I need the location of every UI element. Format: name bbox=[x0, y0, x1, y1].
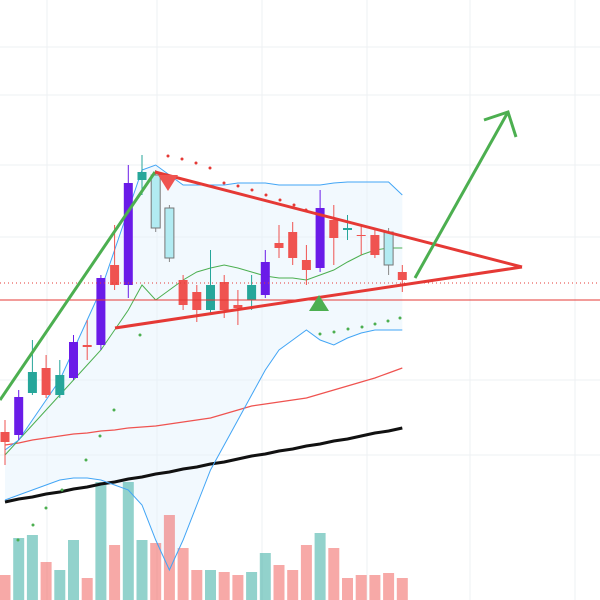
volume-bar bbox=[205, 570, 216, 600]
volume-bar bbox=[122, 482, 134, 600]
volume-bar bbox=[342, 578, 353, 600]
volume-bar bbox=[54, 570, 66, 600]
candle-body bbox=[329, 220, 339, 238]
indicator-line bbox=[4, 247, 403, 456]
candle-body bbox=[233, 305, 243, 308]
candle-body bbox=[27, 372, 37, 393]
volume-bar bbox=[13, 538, 25, 600]
candles-layer bbox=[0, 155, 407, 465]
candle-body bbox=[137, 172, 147, 180]
volume-bar bbox=[109, 545, 121, 600]
candle-body bbox=[192, 292, 202, 310]
indicator-line bbox=[4, 329, 403, 572]
volume-bar bbox=[355, 575, 367, 600]
volume-bar bbox=[328, 548, 340, 600]
candle-body bbox=[206, 285, 215, 310]
volume-bar bbox=[287, 570, 299, 600]
indicator-line bbox=[4, 426, 403, 504]
candle-body bbox=[383, 231, 394, 266]
annotations bbox=[0, 110, 600, 542]
candle-body bbox=[178, 280, 188, 305]
volume-bar bbox=[136, 540, 148, 600]
candle-body bbox=[41, 368, 51, 395]
volume-layer bbox=[0, 482, 408, 600]
candle-body bbox=[370, 235, 380, 255]
indicator-line bbox=[4, 367, 403, 446]
volume-bar bbox=[314, 533, 326, 600]
candle-body bbox=[247, 285, 257, 300]
volume-bar bbox=[300, 545, 312, 600]
candle-body bbox=[14, 397, 24, 435]
candle-body bbox=[288, 232, 298, 258]
band-fill bbox=[5, 165, 403, 570]
volume-bar bbox=[81, 578, 93, 600]
volume-bar bbox=[218, 572, 230, 600]
candle-body bbox=[0, 432, 10, 442]
volume-bar bbox=[26, 535, 38, 600]
volume-bar bbox=[383, 573, 395, 600]
candle-body bbox=[123, 183, 133, 285]
volume-bar bbox=[396, 578, 408, 600]
candle-body bbox=[82, 345, 92, 347]
candle-body bbox=[219, 282, 229, 310]
volume-bar bbox=[163, 515, 175, 600]
candle-body bbox=[356, 235, 366, 236]
candle-body bbox=[110, 265, 120, 285]
volume-bar bbox=[40, 562, 52, 600]
volume-bar bbox=[0, 575, 11, 600]
candle-body bbox=[343, 228, 352, 230]
volume-bar bbox=[369, 575, 381, 600]
volume-bar bbox=[95, 482, 107, 600]
volume-bar bbox=[273, 565, 285, 600]
volume-bar bbox=[246, 572, 258, 600]
candle-body bbox=[69, 342, 78, 378]
candle-body bbox=[301, 260, 311, 270]
candle-body bbox=[164, 207, 175, 259]
candle-body bbox=[96, 278, 106, 345]
lines-layer bbox=[4, 164, 403, 572]
volume-bar bbox=[191, 570, 203, 600]
candle-body bbox=[315, 208, 325, 268]
volume-bar bbox=[177, 548, 189, 600]
candle-body bbox=[274, 243, 284, 248]
candle-body bbox=[260, 262, 270, 295]
volume-bar bbox=[68, 540, 79, 600]
volume-bar bbox=[259, 553, 271, 600]
candle-body bbox=[55, 375, 65, 395]
volume-bar bbox=[232, 575, 244, 600]
band-area bbox=[5, 165, 403, 570]
candle-body bbox=[150, 174, 161, 229]
volume-bar bbox=[150, 543, 162, 600]
candle-body bbox=[397, 272, 407, 280]
